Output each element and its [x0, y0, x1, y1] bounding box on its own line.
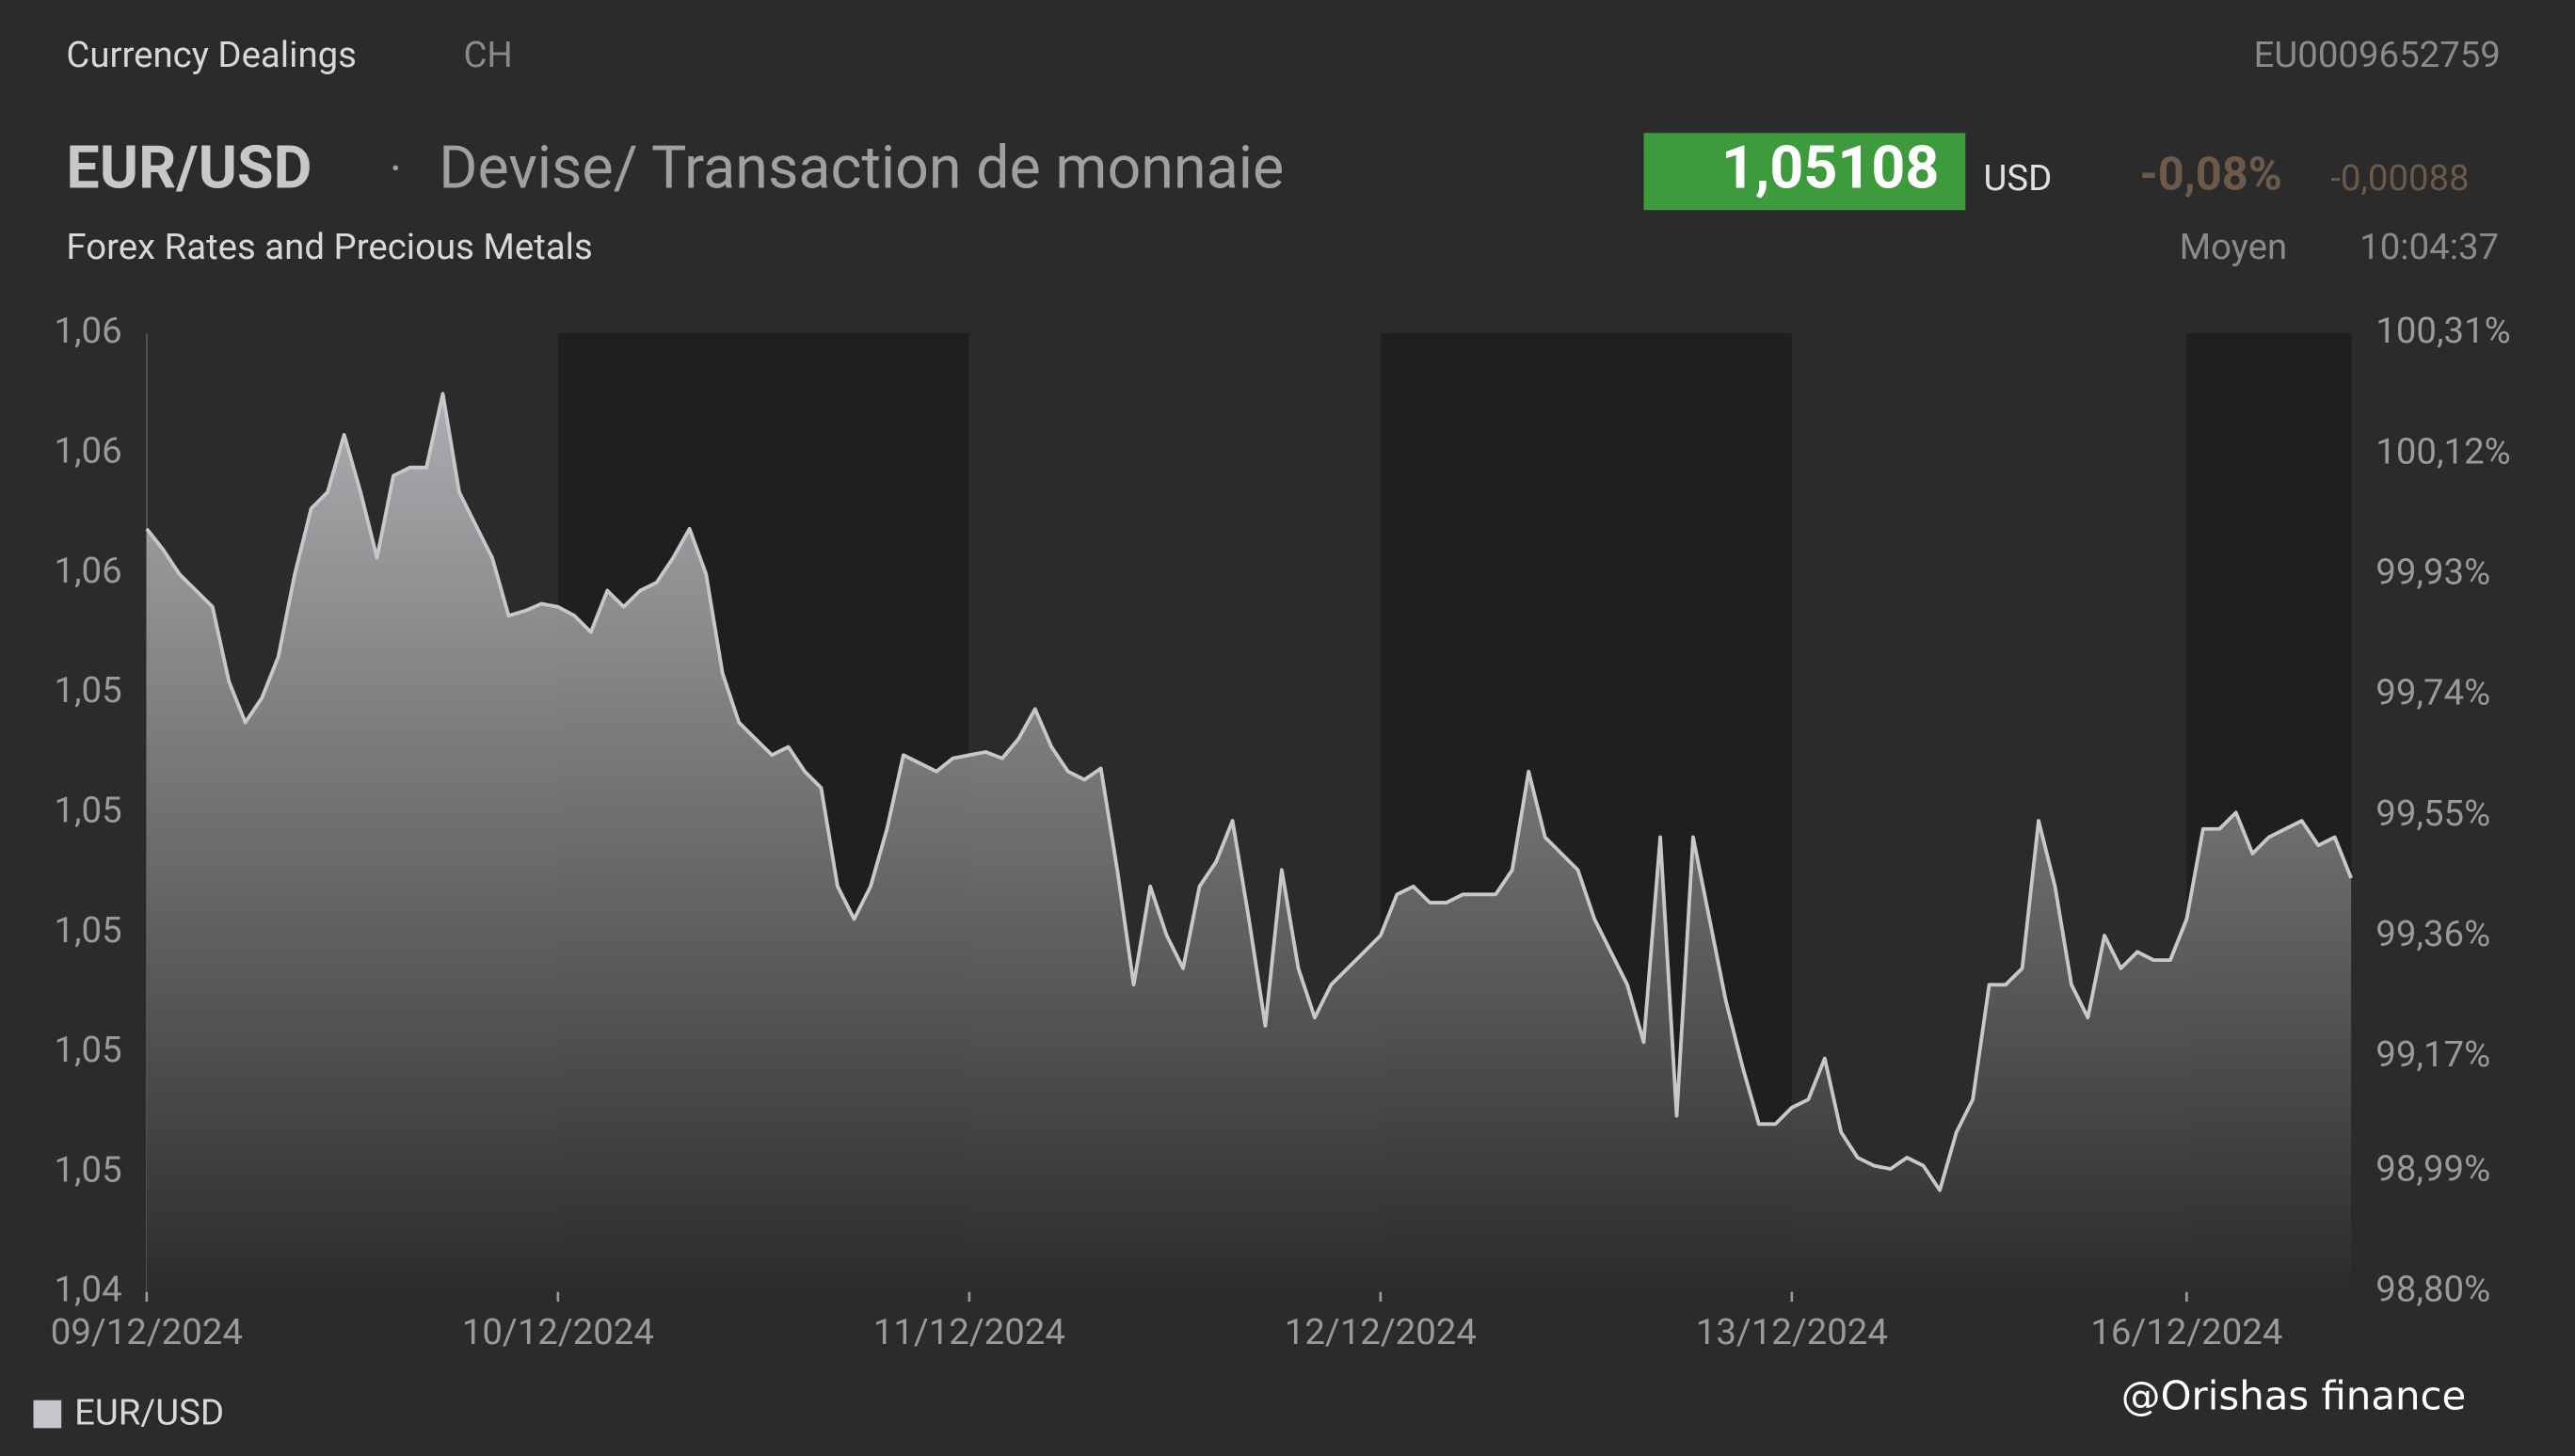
y2-tick-label: 99,93%: [2375, 552, 2490, 594]
y2-tick-label: 98,80%: [2375, 1269, 2490, 1311]
y-tick-label: 1,04: [54, 1269, 121, 1311]
y2-tick-label: 98,99%: [2375, 1148, 2490, 1191]
subtitle: Forex Rates and Precious Metals: [66, 226, 592, 268]
x-tick-label: 12/12/2024: [1285, 1311, 1477, 1353]
y2-tick-label: 99,36%: [2375, 913, 2490, 955]
y-tick-label: 1,05: [54, 909, 121, 952]
y-tick-label: 1,06: [54, 310, 121, 352]
y-tick-label: 1,06: [54, 550, 121, 592]
legend-swatch: [33, 1400, 62, 1429]
y-tick-label: 1,05: [54, 1029, 121, 1071]
x-tick-label: 09/12/2024: [51, 1311, 243, 1353]
area-line: [145, 392, 2353, 1192]
x-tick-label: 13/12/2024: [1696, 1311, 1888, 1353]
country: CH: [463, 34, 512, 76]
separator: ·: [390, 142, 402, 196]
change-pct: -0,08%: [2140, 147, 2282, 200]
isin: EU0009652759: [2254, 34, 2501, 76]
y2-tick-label: 100,31%: [2375, 310, 2510, 352]
change-abs: -0,00088: [2330, 157, 2470, 200]
y-tick-label: 1,05: [54, 669, 121, 712]
y-tick-label: 1,06: [54, 430, 121, 472]
y2-tick-label: 99,74%: [2375, 672, 2490, 714]
x-tick-label: 11/12/2024: [873, 1311, 1065, 1353]
x-tick-label: 16/12/2024: [2090, 1311, 2282, 1353]
section: Currency Dealings: [66, 34, 357, 76]
y2-tick-label: 99,55%: [2375, 792, 2490, 835]
y2-tick-label: 100,12%: [2375, 430, 2510, 472]
y-tick-label: 1,05: [54, 789, 121, 831]
area-fill: [146, 393, 2352, 1292]
time: 10:04:37: [2359, 226, 2499, 268]
price: 1,05108: [1721, 135, 1940, 203]
currency: USD: [1983, 157, 2052, 200]
legend-label: EUR/USD: [74, 1392, 224, 1434]
x-tick-label: 10/12/2024: [462, 1311, 654, 1353]
description: Devise/ Transaction de monnaie: [439, 135, 1284, 203]
symbol: EUR/USD: [66, 135, 312, 203]
watermark: @Orishas finance: [2121, 1372, 2466, 1418]
price-box: [1643, 133, 1966, 211]
y2-tick-label: 99,17%: [2375, 1033, 2490, 1076]
price-type: Moyen: [2180, 226, 2288, 268]
y-tick-label: 1,05: [54, 1148, 121, 1191]
